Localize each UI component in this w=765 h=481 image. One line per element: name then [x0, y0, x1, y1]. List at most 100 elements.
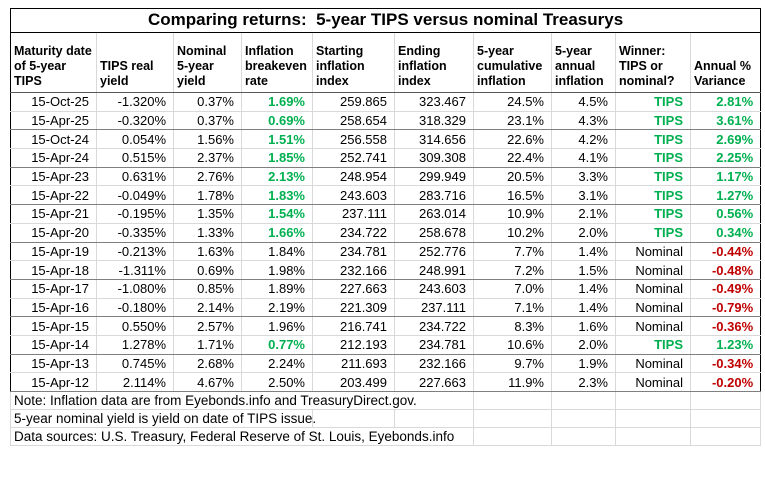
cell-variance: 2.81% — [689, 92, 762, 112]
table-row: 15-Apr-19 -0.213% 1.63% 1.84% 234.781 252.776… — [10, 242, 762, 262]
note-row: 5-year nominal yield is yield on date of… — [10, 409, 762, 428]
title-row: Comparing returns: 5-year TIPS versus no… — [9, 8, 762, 33]
cell-tips_real_yield: -0.195% — [96, 204, 174, 224]
cell-breakeven: 0.69% — [241, 111, 313, 131]
cell-breakeven: 2.24% — [241, 354, 313, 374]
cell-variance: 0.56% — [689, 204, 762, 224]
cell-nominal_yield: 0.85% — [173, 279, 242, 299]
note-inflation-sources: Note: Inflation data are from Eyebonds.i… — [10, 391, 474, 410]
cell-cum_inflation: 7.7% — [473, 242, 552, 262]
cell-winner: TIPS — [615, 223, 691, 243]
table-row: 15-Apr-18 -1.311% 0.69% 1.98% 232.166 248.991… — [10, 260, 762, 280]
cell-end_index: 314.656 — [394, 129, 474, 150]
cell-nominal_yield: 2.68% — [173, 354, 242, 374]
column-header-start_index: Starting inflation index — [312, 32, 395, 93]
cell-start_index: 234.781 — [312, 242, 395, 262]
cell-start_index: 252.741 — [312, 148, 395, 168]
table-row: 15-Apr-25 -0.320% 0.37% 0.69% 258.654 318.329… — [10, 111, 762, 131]
cell-maturity: 15-Apr-13 — [10, 354, 97, 374]
cell-cum_inflation: 7.0% — [473, 279, 552, 299]
cell-breakeven: 2.50% — [241, 372, 313, 392]
cell-annual_inflation: 2.0% — [551, 335, 616, 355]
cell-annual_inflation: 4.5% — [551, 92, 616, 112]
cell-variance: -0.49% — [689, 279, 762, 299]
cell-breakeven: 1.85% — [241, 148, 313, 168]
cell-variance: -0.36% — [689, 316, 762, 336]
cell-tips_real_yield: -0.335% — [96, 223, 174, 243]
cell-breakeven: 2.13% — [241, 167, 313, 187]
cell-maturity: 15-Apr-19 — [10, 242, 97, 262]
cell-maturity: 15-Oct-25 — [10, 92, 97, 112]
cell-nominal_yield: 2.14% — [173, 298, 242, 318]
cell-nominal_yield: 2.57% — [173, 316, 242, 336]
cell-start_index: 227.663 — [312, 279, 395, 299]
cell-winner: Nominal — [615, 316, 691, 336]
cell-maturity: 15-Apr-22 — [10, 185, 97, 206]
cell-nominal_yield: 0.37% — [173, 111, 242, 131]
note-row: Note: Inflation data are from Eyebonds.i… — [10, 391, 762, 410]
column-header-maturity: Maturity date of 5-year TIPS — [10, 32, 97, 93]
cell-nominal_yield: 0.37% — [173, 92, 242, 112]
cell-variance: 1.27% — [689, 185, 762, 206]
cell-annual_inflation: 4.3% — [551, 111, 616, 131]
cell-start_index: 256.558 — [312, 129, 395, 150]
cell-tips_real_yield: 0.745% — [96, 354, 174, 374]
tips-vs-nominal-table: Comparing returns: 5-year TIPS versus no… — [9, 8, 762, 446]
cell-breakeven: 1.89% — [241, 279, 313, 299]
empty-cell — [551, 409, 616, 428]
cell-annual_inflation: 1.6% — [551, 316, 616, 336]
cell-cum_inflation: 9.7% — [473, 354, 552, 374]
cell-end_index: 323.467 — [394, 92, 474, 112]
cell-breakeven: 1.69% — [241, 92, 313, 112]
cell-start_index: 216.741 — [312, 316, 395, 336]
empty-cell — [615, 391, 691, 410]
cell-cum_inflation: 16.5% — [473, 185, 552, 206]
cell-cum_inflation: 10.6% — [473, 335, 552, 355]
cell-annual_inflation: 2.0% — [551, 223, 616, 243]
cell-nominal_yield: 4.67% — [173, 372, 242, 392]
note-nominal-yield: 5-year nominal yield is yield on date of… — [10, 409, 316, 428]
empty-cell — [689, 427, 762, 446]
cell-end_index: 283.716 — [394, 185, 474, 206]
cell-start_index: 203.499 — [312, 372, 395, 392]
cell-maturity: 15-Oct-24 — [10, 129, 97, 150]
cell-start_index: 243.603 — [312, 185, 395, 206]
table-row: 15-Apr-15 0.550% 2.57% 1.96% 216.741 234.722 8… — [10, 316, 762, 336]
column-header-tips_real_yield: TIPS real yield — [96, 32, 174, 93]
note-row: Data sources: U.S. Treasury, Federal Res… — [10, 427, 762, 446]
cell-maturity: 15-Apr-23 — [10, 167, 97, 187]
table-row: 15-Oct-25 -1.320% 0.37% 1.69% 259.865 323.467… — [10, 92, 762, 112]
table-row: 15-Apr-14 1.278% 1.71% 0.77% 212.193 234.781 1… — [10, 335, 762, 355]
cell-tips_real_yield: 2.114% — [96, 372, 174, 392]
cell-breakeven: 1.66% — [241, 223, 313, 243]
spreadsheet-area: Comparing returns: 5-year TIPS versus no… — [9, 8, 762, 446]
table-row: 15-Apr-24 0.515% 2.37% 1.85% 252.741 309.308 2… — [10, 148, 762, 168]
empty-cell — [551, 427, 616, 446]
cell-maturity: 15-Apr-18 — [10, 260, 97, 280]
cell-winner: TIPS — [615, 204, 691, 224]
cell-tips_real_yield: -0.180% — [96, 298, 174, 318]
cell-winner: TIPS — [615, 129, 691, 150]
cell-variance: 0.34% — [689, 223, 762, 243]
cell-winner: TIPS — [615, 92, 691, 112]
note-data-sources: Data sources: U.S. Treasury, Federal Res… — [10, 427, 474, 446]
cell-winner: TIPS — [615, 335, 691, 355]
cell-breakeven: 1.54% — [241, 204, 313, 224]
cell-tips_real_yield: -0.320% — [96, 111, 174, 131]
cell-start_index: 211.693 — [312, 354, 395, 374]
cell-tips_real_yield: -1.311% — [96, 260, 174, 280]
cell-winner: Nominal — [615, 298, 691, 318]
cell-nominal_yield: 1.78% — [173, 185, 242, 206]
cell-end_index: 263.014 — [394, 204, 474, 224]
cell-cum_inflation: 24.5% — [473, 92, 552, 112]
empty-cell — [615, 427, 691, 446]
header-row: Maturity date of 5-year TIPS TIPS real yi… — [10, 32, 762, 93]
cell-tips_real_yield: 1.278% — [96, 335, 174, 355]
cell-cum_inflation: 20.5% — [473, 167, 552, 187]
empty-cell — [312, 409, 395, 428]
cell-nominal_yield: 1.63% — [173, 242, 242, 262]
column-header-cum_inflation: 5-year cumulative inflation — [473, 32, 552, 93]
cell-maturity: 15-Apr-21 — [10, 204, 97, 224]
cell-cum_inflation: 7.2% — [473, 260, 552, 280]
cell-cum_inflation: 8.3% — [473, 316, 552, 336]
